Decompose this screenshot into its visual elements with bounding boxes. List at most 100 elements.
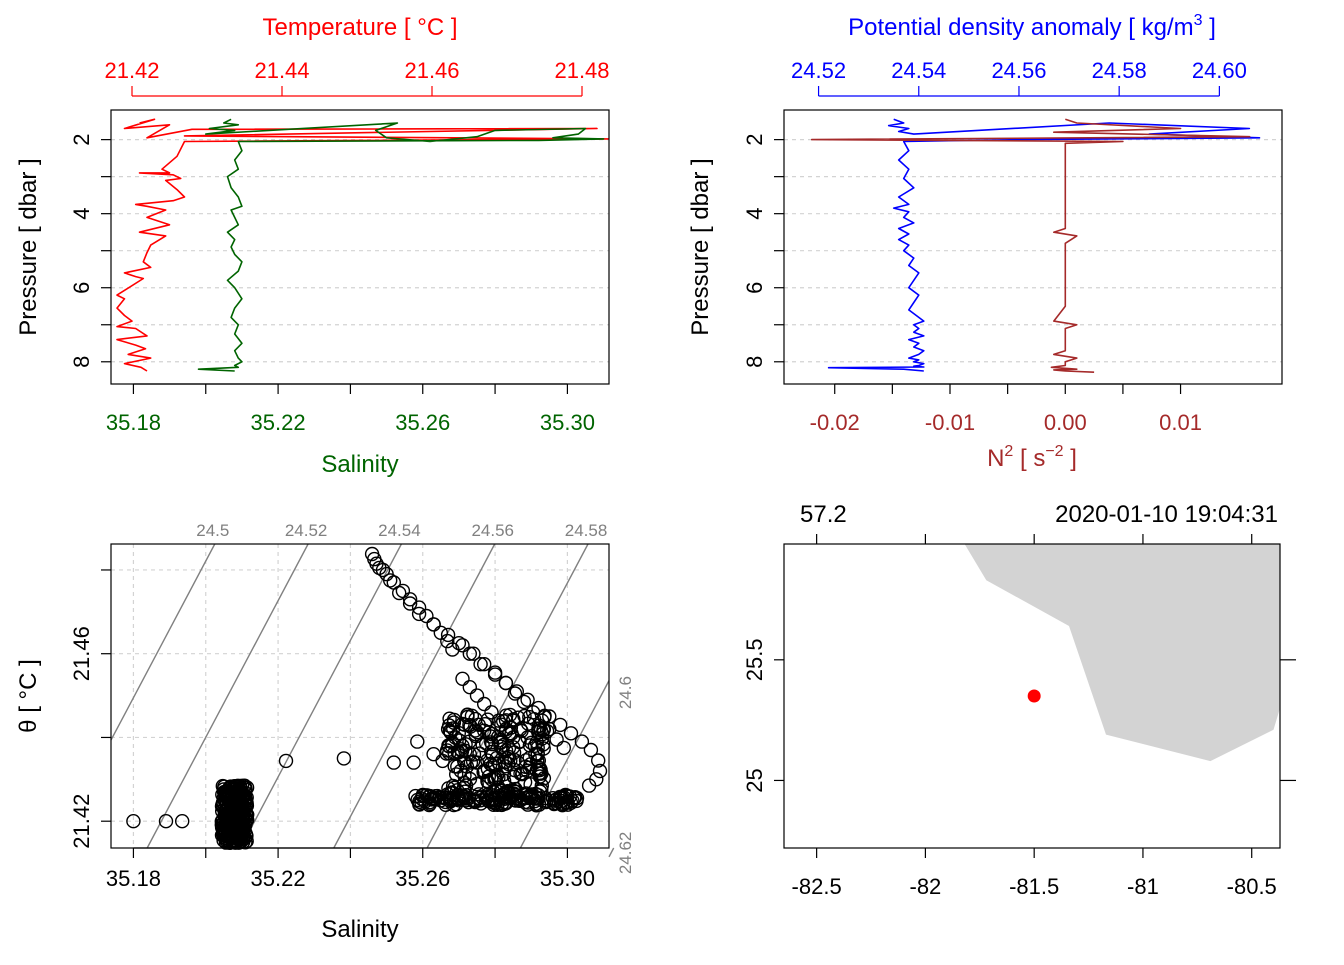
pressure-tick-label: 4 bbox=[69, 208, 94, 220]
profile-lines bbox=[810, 118, 1261, 373]
ts-point bbox=[375, 562, 391, 578]
plot-frame bbox=[110, 109, 610, 385]
ts-point bbox=[278, 753, 294, 769]
pressure-tick-label: 6 bbox=[69, 282, 94, 294]
ts-point bbox=[545, 791, 561, 806]
isopycnals: 24.5 24.52 24.54 24.56 24.58 24.6 24.62 bbox=[110, 521, 635, 874]
ts-point bbox=[426, 747, 441, 762]
isopycnal-label: 24.56 bbox=[471, 521, 514, 540]
ts-point bbox=[440, 721, 456, 737]
n2-tick-label: -0.02 bbox=[810, 410, 860, 435]
station-marker[interactable] bbox=[1027, 689, 1041, 703]
ts-point bbox=[229, 811, 245, 827]
ts-point bbox=[516, 791, 532, 806]
ts-point bbox=[451, 636, 467, 651]
longitude-tick-label: -82.5 bbox=[792, 874, 842, 899]
ts-grid bbox=[111, 544, 609, 848]
ts-point bbox=[462, 646, 477, 661]
map-timestamp-label: 2020-01-10 19:04:31 bbox=[1055, 501, 1278, 528]
ts-point bbox=[531, 791, 546, 806]
ts-point bbox=[487, 756, 503, 772]
pressure-tick-label: 6 bbox=[742, 282, 767, 294]
ts-point bbox=[520, 730, 535, 745]
isopycnal-label: 24.54 bbox=[378, 521, 421, 540]
ts-point bbox=[500, 751, 515, 766]
ts-point bbox=[591, 753, 606, 768]
n2-axis-label: N2 [ s−2 ] bbox=[987, 443, 1077, 472]
ts-point bbox=[451, 793, 467, 808]
ts-point bbox=[592, 763, 608, 779]
ts-point bbox=[218, 797, 234, 812]
ts-point bbox=[419, 608, 434, 624]
temperature-tick-label: 21.46 bbox=[404, 58, 459, 83]
land-polygon bbox=[964, 544, 1280, 762]
temperature-tick-label: 21.48 bbox=[554, 58, 609, 83]
ts-point bbox=[470, 725, 485, 740]
isopycnal-label: 24.58 bbox=[565, 521, 608, 540]
ts-point bbox=[509, 684, 524, 699]
ts-point bbox=[238, 835, 253, 850]
ts-point bbox=[491, 780, 506, 795]
ts-point bbox=[525, 705, 541, 720]
ts-point bbox=[437, 791, 452, 806]
pressure-axis-label: Pressure [ dbar ] bbox=[15, 158, 42, 335]
map-top-left-label: 57.2 bbox=[800, 501, 847, 528]
ts-point bbox=[237, 788, 252, 804]
salinity-tick-label: 35.22 bbox=[251, 410, 306, 435]
ts-point bbox=[453, 763, 468, 779]
ts-point bbox=[410, 734, 425, 749]
n2-tick-label: 0.01 bbox=[1159, 410, 1202, 435]
ts-point bbox=[480, 753, 495, 768]
ts-point bbox=[440, 633, 455, 649]
ts-point bbox=[560, 788, 575, 804]
ts-point bbox=[538, 791, 553, 806]
density-tick-label: 24.56 bbox=[991, 58, 1046, 83]
series-temperature bbox=[116, 118, 610, 372]
ts-point bbox=[542, 721, 557, 737]
ts-point bbox=[336, 751, 352, 766]
ts-point bbox=[553, 791, 568, 806]
ts-point bbox=[549, 732, 564, 747]
ts-point bbox=[402, 592, 418, 607]
ts-point bbox=[126, 814, 141, 829]
ts-point bbox=[491, 770, 506, 785]
ts-point bbox=[214, 818, 230, 833]
density-axis-label: Potential density anomaly [ kg/m3 ] bbox=[848, 12, 1216, 41]
temperature-salinity-panel: 2 4 6 8 21.42 21.44 21.46 21.48 35.18 35.22 35.26 3… bbox=[15, 14, 610, 478]
ts-point bbox=[498, 675, 514, 691]
ts-point bbox=[480, 793, 495, 808]
ts-point bbox=[448, 730, 463, 745]
isopycnal-label: 24.6 bbox=[616, 676, 635, 709]
profile-grid bbox=[111, 139, 609, 363]
ts-point bbox=[487, 665, 503, 680]
ts-point bbox=[466, 646, 481, 661]
ts-point bbox=[395, 583, 411, 599]
ts-point bbox=[426, 617, 441, 632]
ts-point bbox=[411, 606, 427, 622]
ts-point bbox=[222, 829, 238, 844]
ts-point bbox=[523, 757, 538, 772]
ts-point bbox=[507, 686, 523, 701]
density-tick-label: 24.60 bbox=[1192, 58, 1247, 83]
temperature-tick-label: 21.44 bbox=[254, 58, 309, 83]
ts-point bbox=[481, 725, 497, 740]
density-tick-label: 24.52 bbox=[791, 58, 846, 83]
ts-point bbox=[174, 814, 190, 829]
ts-point bbox=[556, 740, 571, 756]
ts-point bbox=[440, 627, 456, 643]
isopycnal-label: 24.52 bbox=[285, 521, 328, 540]
ts-point bbox=[498, 784, 514, 800]
ts-point bbox=[489, 750, 504, 766]
ts-point bbox=[444, 738, 459, 753]
longitude-tick-label: -81.5 bbox=[1009, 874, 1059, 899]
theta-axis-label: θ [ °C ] bbox=[15, 659, 42, 733]
ts-point bbox=[477, 696, 492, 712]
pressure-tick-label: 8 bbox=[69, 356, 94, 368]
ts-point bbox=[402, 596, 418, 611]
ts-point bbox=[469, 755, 485, 770]
ts-point bbox=[458, 793, 474, 808]
longitude-tick-label: -80.5 bbox=[1227, 874, 1277, 899]
series-salinity bbox=[197, 118, 605, 372]
ts-point bbox=[524, 791, 539, 806]
